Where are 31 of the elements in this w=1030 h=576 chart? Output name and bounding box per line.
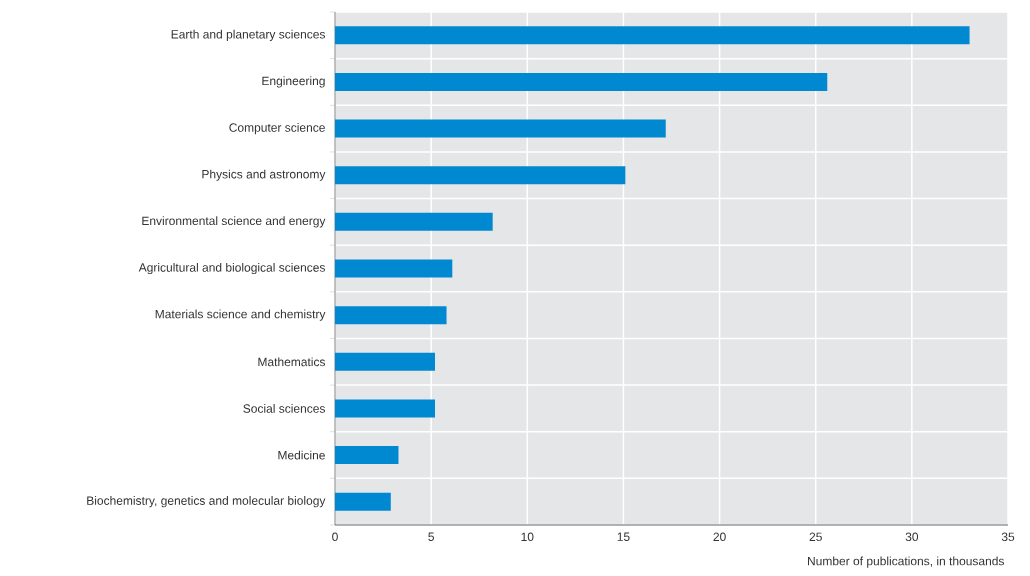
bar [335,72,828,91]
y-tick-label: Biochemistry, genetics and molecular biology [87,496,326,508]
y-tick-label: Engineering [262,76,325,88]
y-tick-label: Materials science and chemistry [155,309,326,321]
bar [335,306,447,325]
x-tick-label: 10 [521,532,534,542]
x-tick-label: 15 [617,532,630,541]
bar [335,119,666,138]
x-tick-label: 0 [332,532,338,542]
bar [335,399,435,418]
x-tick-label: 5 [428,532,434,541]
y-tick-label: Physics and astronomy [202,169,326,181]
y-tick-label: Agricultural and biological sciences [138,262,325,275]
bar [335,446,399,465]
y-tick-label: Medicine [278,450,325,460]
bar [335,166,626,185]
y-tick-label: Social sciences [243,404,326,413]
y-tick-label: Earth and planetary sciences [171,29,326,41]
y-tick-label: Mathematics [258,357,326,367]
bar [335,492,391,511]
x-tick-label: 20 [713,532,726,542]
x-axis-title: Number of publications, in thousands [808,556,1004,568]
bar [335,26,970,45]
bar [335,212,493,231]
x-tick-label: 35 [1001,532,1015,542]
x-tick-label: 30 [905,532,919,542]
x-tick-label: 25 [809,532,822,542]
y-tick-label: Computer science [229,123,325,135]
bar [335,259,453,278]
y-tick-label: Environmental science and energy [142,216,326,228]
bar [335,352,435,371]
